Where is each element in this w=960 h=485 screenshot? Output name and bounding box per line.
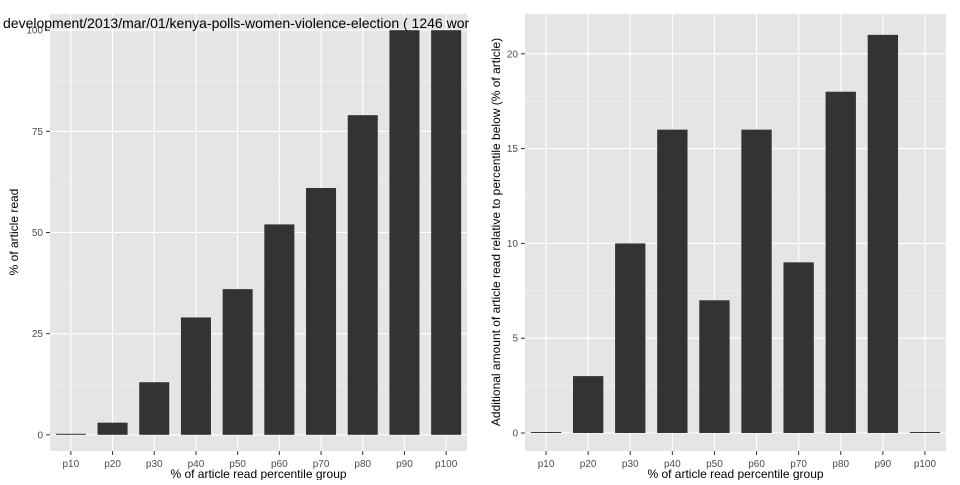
x-tick-label: p70 — [313, 459, 330, 470]
bar-p10 — [530, 431, 562, 433]
bar-p50 — [699, 300, 730, 433]
x-tick-label: p50 — [229, 459, 246, 470]
y-tick-label: 100 — [26, 26, 43, 37]
x-tick-label: p100 — [914, 459, 937, 470]
x-tick-label: p100 — [435, 459, 458, 470]
x-tick-label: p80 — [354, 459, 371, 470]
y-tick-label: 0 — [37, 430, 43, 441]
x-tick-label: p40 — [188, 459, 205, 470]
bar-p70 — [306, 187, 337, 435]
y-axis-title: % of article read — [7, 189, 21, 276]
bar-p80 — [825, 91, 856, 433]
x-tick-label: p20 — [104, 459, 121, 470]
y-tick-label: 25 — [32, 329, 44, 340]
y-tick-label: 20 — [507, 49, 519, 60]
x-tick-label: p60 — [271, 459, 288, 470]
bar-p100 — [909, 431, 941, 433]
bar-p40 — [657, 129, 688, 433]
x-tick-label: p10 — [538, 459, 555, 470]
y-tick-label: 10 — [507, 239, 519, 250]
bar-p70 — [783, 262, 814, 433]
x-axis-title: % of article read percentile group — [170, 467, 346, 480]
x-tick-label: p10 — [63, 459, 80, 470]
bar-p30 — [615, 243, 646, 433]
x-tick-label: p90 — [875, 459, 892, 470]
x-tick-label: p40 — [664, 459, 681, 470]
x-tick-label: p80 — [832, 459, 849, 470]
bar-p90 — [867, 34, 899, 433]
y-axis-title: Additional amount of article read relati… — [489, 38, 503, 426]
x-tick-label: p30 — [146, 459, 163, 470]
x-tick-label: p60 — [748, 459, 765, 470]
x-tick-label: p30 — [622, 459, 639, 470]
y-tick-label: 5 — [512, 334, 518, 345]
bar-p60 — [264, 224, 295, 435]
bar-p40 — [180, 317, 211, 435]
right-chart-panel: 0 5 10 15 20 p10 p20 p30 p40 p50 p60 p70 p80 p90 p100%… — [489, 14, 946, 481]
bar-p100 — [431, 30, 462, 435]
bar-p20 — [572, 376, 604, 433]
left-chart-panel: 0 25 50 75 100 p10 p20 p30 p40 p50 p60 p70 p80 p90 p10… — [3, 14, 469, 481]
y-tick-label: 0 — [512, 428, 518, 439]
bar-p30 — [139, 382, 170, 435]
bar-p90 — [389, 30, 420, 435]
x-axis-title: % of article read percentile group — [647, 467, 823, 480]
x-tick-label: p20 — [580, 459, 597, 470]
bar-p50 — [222, 289, 253, 435]
bar-p20 — [97, 422, 128, 435]
bar-p10 — [55, 433, 86, 435]
y-tick-label: 15 — [507, 144, 519, 155]
x-tick-label: p50 — [706, 459, 723, 470]
chart-title: development/2013/mar/01/kenya-polls-wome… — [3, 15, 469, 31]
bar-p60 — [741, 129, 772, 433]
y-tick-label: 50 — [32, 228, 44, 239]
bar-p80 — [347, 115, 378, 435]
x-tick-label: p70 — [790, 459, 807, 470]
y-tick-label: 75 — [32, 127, 44, 138]
x-tick-label: p90 — [396, 459, 413, 470]
